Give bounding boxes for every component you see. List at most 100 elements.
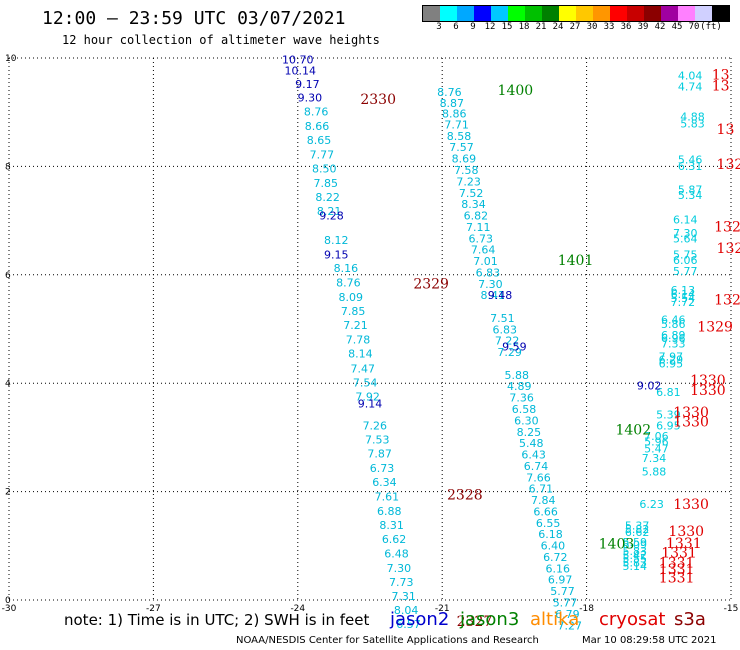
wave-height-value: 9.48: [488, 289, 513, 302]
wave-height-value: 6.71: [529, 483, 554, 496]
wave-height-value: 6.30: [514, 414, 539, 427]
wave-height-value: 8.16: [334, 262, 359, 275]
wave-height-value: 6.40: [541, 540, 566, 553]
wave-height-value: 5.14: [622, 560, 647, 573]
wave-height-value: 8.21: [317, 205, 342, 218]
pass-label: 13: [712, 68, 730, 84]
wave-height-value: 10.70: [282, 53, 314, 66]
wave-height-value: 7.78: [346, 334, 371, 347]
wave-height-value: 9.28: [319, 210, 344, 223]
y-tick-label: 8: [5, 162, 11, 172]
wave-height-value: 7.92: [355, 391, 380, 404]
wave-height-value: 7.85: [313, 177, 338, 190]
wave-height-value: 5.83: [622, 545, 647, 558]
wave-height-value: 5.88: [505, 369, 530, 382]
wave-height-value: 8.65: [307, 134, 332, 147]
y-tick-label: 6: [5, 271, 11, 281]
wave-height-value: 7.66: [526, 471, 551, 484]
pass-label: 1402: [615, 423, 651, 439]
wave-height-value: 5.77: [550, 585, 575, 598]
pass-label: 2327: [457, 614, 493, 630]
pass-label: 2329: [413, 276, 449, 292]
legend-cryosat: cryosat: [599, 609, 666, 630]
wave-height-value: 5.54: [671, 292, 696, 305]
pass-label: 1330: [673, 497, 709, 513]
wave-height-value: 7.71: [444, 118, 469, 131]
wave-height-value: 7.77: [310, 148, 335, 161]
legend-label: 33: [603, 22, 615, 32]
wave-height-value: 6.48: [384, 548, 409, 561]
wave-height-value: 6.66: [533, 505, 558, 518]
legend-label: 12: [484, 22, 496, 32]
wave-height-value: 8.58: [447, 130, 472, 143]
wave-height-value: 6.34: [372, 476, 397, 489]
wave-height-value: 5.55: [622, 553, 647, 566]
generation-timestamp: Mar 10 08:29:58 UTC 2021: [582, 635, 717, 646]
legend-swatch: [508, 6, 525, 21]
pass-label: 1331: [661, 546, 697, 562]
pass-label: 132: [714, 219, 740, 235]
wave-height-value: 8.66: [305, 120, 330, 133]
wave-height-value: 6.95: [656, 419, 681, 432]
pass-label: 1403: [599, 537, 635, 553]
wave-height-value: 6.89: [661, 329, 686, 342]
wave-height-value: 7.53: [365, 433, 390, 446]
wave-height-value: 6.88: [377, 505, 402, 518]
wave-height-value: 6.96: [661, 332, 686, 345]
wave-height-value: 6.72: [543, 551, 568, 564]
pass-label: 2328: [447, 488, 483, 504]
legend-label: 6: [453, 22, 459, 32]
wave-height-value: 8.09: [338, 291, 363, 304]
wave-height-value: 7.87: [367, 447, 392, 460]
wave-height-value: 4.88: [680, 110, 705, 123]
chart-title: 12:00 – 23:59 UTC 03/07/2021: [42, 8, 346, 29]
y-tick-label: 10: [5, 54, 17, 64]
wave-height-value: 6.82: [464, 210, 489, 223]
legend-swatch: [542, 6, 559, 21]
wave-height-value: 9.59: [502, 341, 527, 354]
pass-label: 1331: [666, 536, 702, 552]
wave-height-value: 8.14: [348, 348, 373, 361]
wave-height-value: 5.86: [661, 318, 686, 331]
wave-height-value: 6.06: [673, 254, 698, 267]
wave-height-value: 5.82: [625, 523, 650, 536]
legend-label: 39: [637, 22, 649, 32]
x-tick-label: -21: [435, 604, 450, 614]
wave-height-value: 8.04: [394, 604, 419, 617]
wave-height-value: 7.34: [642, 452, 667, 465]
wave-height-value: 7.23: [456, 175, 481, 188]
wave-height-value: 6.57: [396, 618, 421, 631]
wave-height-value: 5.87: [678, 184, 703, 197]
legend-label: 15: [501, 22, 513, 32]
wave-height-value: 5.42: [622, 549, 647, 562]
wave-height-value: 7.57: [449, 141, 474, 154]
wave-height-value: 6.62: [625, 526, 650, 539]
pass-label: 13: [712, 79, 730, 95]
legend-label: (ft): [700, 22, 722, 32]
wave-height-value: 5.48: [519, 437, 544, 450]
legend-swatch: [440, 6, 457, 21]
legend-swatch: [661, 6, 678, 21]
wave-height-value: 5.83: [680, 117, 705, 130]
wave-height-value: 7.30: [387, 562, 412, 575]
wave-height-value: 6.46: [661, 314, 686, 327]
pass-label: 1329: [717, 241, 740, 257]
wave-height-value: 7.27: [558, 619, 583, 632]
pass-label: 13: [717, 122, 735, 138]
wave-height-value: 9.30: [298, 91, 323, 104]
wave-height-value: 8.76: [336, 277, 361, 290]
legend-s3a: s3a: [674, 609, 706, 630]
wave-height-value: 7.58: [454, 164, 479, 177]
wave-height-value: 7.97: [659, 350, 684, 363]
pass-label: 1330: [690, 373, 726, 389]
wave-height-value: 6.81: [656, 386, 681, 399]
wave-height-value: 8.12: [324, 234, 349, 247]
y-tick-label: 2: [5, 488, 11, 498]
x-tick-label: -18: [579, 604, 594, 614]
wave-height-value: 5.59: [622, 536, 647, 549]
wave-height-value: 8.31: [379, 519, 404, 532]
y-tick-label: 0: [5, 596, 11, 606]
legend-swatch: [610, 6, 627, 21]
pass-label: 1330: [673, 415, 709, 431]
pass-label: 132: [717, 157, 740, 173]
